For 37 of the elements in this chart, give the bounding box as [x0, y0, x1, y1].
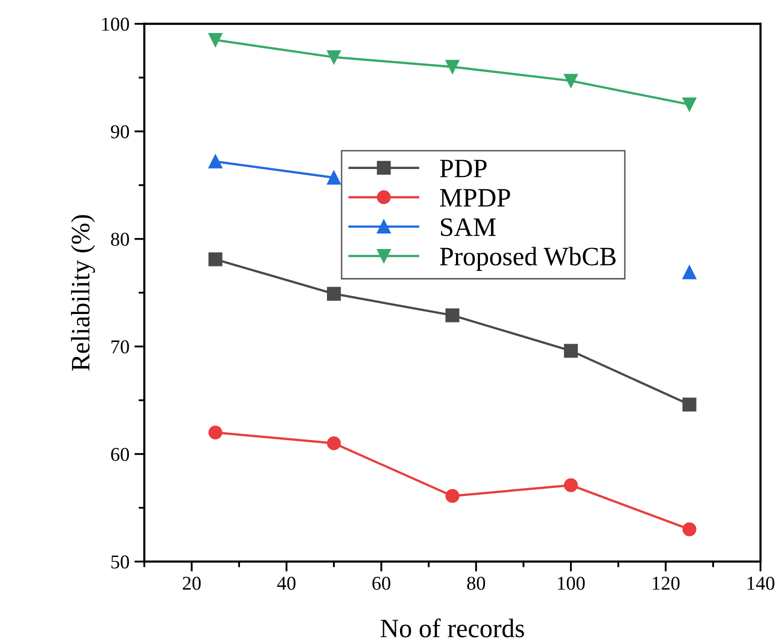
- point: [326, 170, 341, 185]
- y-tick-label: 60: [111, 448, 129, 461]
- point: [682, 98, 696, 112]
- y-tick-label: 80: [111, 232, 129, 246]
- point: [564, 344, 578, 358]
- y-tick-label: 100: [102, 18, 129, 31]
- x-tick-label: 60: [372, 576, 390, 590]
- x-tick-label: 100: [558, 576, 585, 590]
- point: [445, 489, 460, 503]
- point: [682, 398, 696, 412]
- x-tick-label: 40: [277, 576, 296, 590]
- point: [208, 154, 222, 168]
- legend-label: PDP: [440, 160, 487, 178]
- point: [208, 252, 222, 266]
- point: [326, 286, 341, 301]
- legend-label: Proposed WbCB: [440, 246, 616, 271]
- y-tick-label: 50: [111, 555, 129, 569]
- x-tick-label: 80: [467, 576, 486, 590]
- point: [326, 50, 341, 64]
- y-tick-label: 90: [110, 125, 129, 138]
- point: [208, 426, 222, 440]
- point: [564, 74, 578, 88]
- point: [326, 436, 341, 450]
- point: [564, 478, 578, 492]
- point: [445, 60, 460, 74]
- y-axis-title: Reliability (%): [70, 215, 95, 371]
- point: [208, 33, 222, 47]
- x-tick-label: 20: [182, 576, 201, 590]
- legend-label: MPDP: [440, 189, 510, 207]
- y-tick-label: 70: [112, 340, 129, 354]
- point: [445, 308, 460, 322]
- x-tick-label: 120: [652, 576, 680, 590]
- point: [682, 522, 696, 536]
- point: [682, 265, 696, 280]
- legend-label: SAM: [441, 218, 496, 236]
- x-tick-label: 140: [748, 576, 774, 590]
- x-axis-title: No of records: [380, 618, 524, 638]
